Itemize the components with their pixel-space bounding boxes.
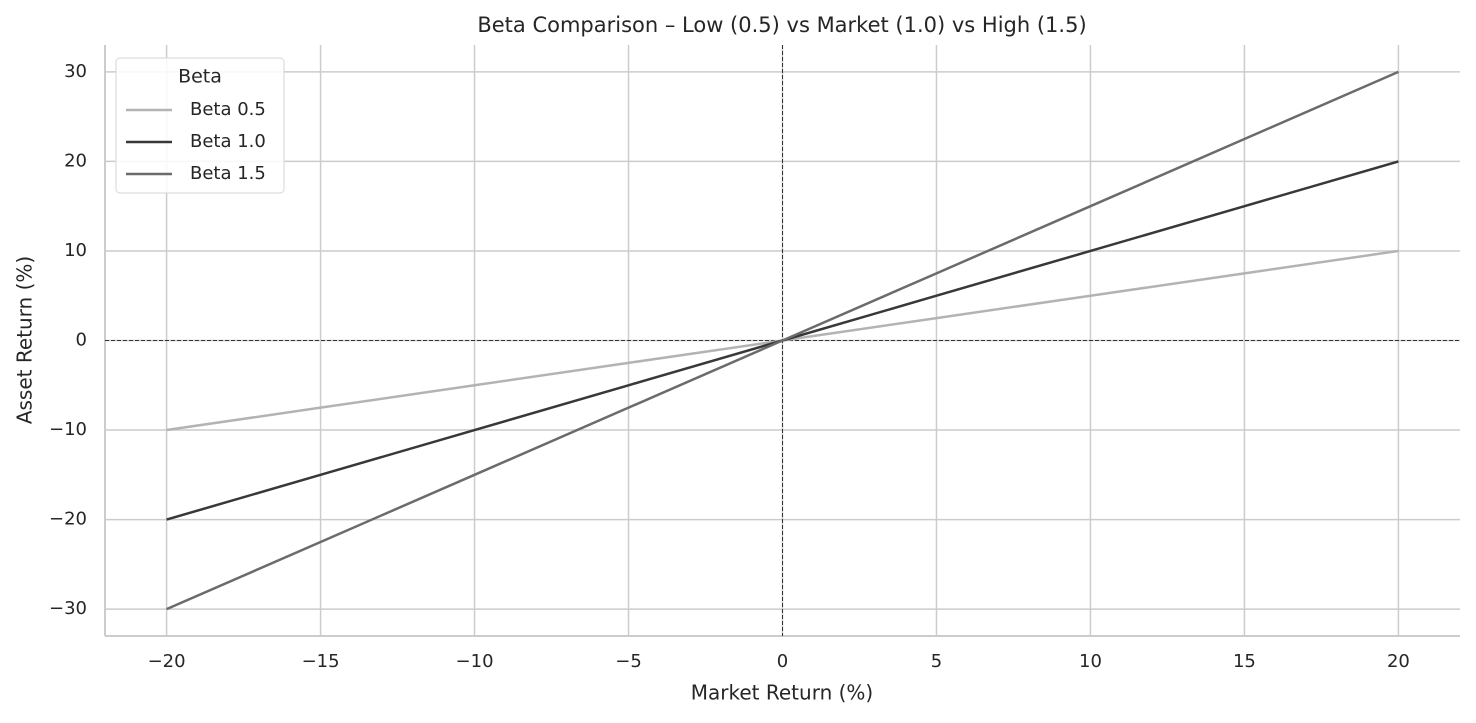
y-tick-label: −10: [49, 419, 87, 440]
legend-title: Beta: [178, 66, 222, 88]
y-tick-label: −30: [49, 598, 87, 619]
x-tick-label: 5: [931, 651, 942, 672]
y-tick-label: 20: [64, 150, 87, 171]
legend-label: Beta 1.0: [190, 131, 266, 152]
x-tick-label: −5: [615, 651, 642, 672]
x-tick-label: 20: [1387, 651, 1410, 672]
x-tick-label: −10: [456, 651, 494, 672]
y-tick-label: 30: [64, 61, 87, 82]
x-tick-label: 0: [777, 651, 788, 672]
y-tick-label: 10: [64, 240, 87, 261]
x-tick-label: 10: [1079, 651, 1102, 672]
legend-label: Beta 0.5: [190, 99, 266, 120]
y-tick-label: 0: [76, 330, 87, 351]
series-line: [166, 70, 1399, 611]
x-tick-label: 15: [1233, 651, 1256, 672]
y-tick-label: −20: [49, 509, 87, 530]
chart-title: Beta Comparison – Low (0.5) vs Market (1…: [477, 13, 1086, 37]
legend-box: [115, 57, 285, 194]
x-tick-label: −15: [302, 651, 340, 672]
legend-label: Beta 1.5: [190, 163, 266, 184]
x-tick-label: −20: [148, 651, 186, 672]
x-axis-label: Market Return (%): [691, 681, 873, 705]
y-axis-label: Asset Return (%): [13, 256, 37, 424]
legend: Beta Beta 0.5 Beta 1.0 Beta 1.5: [115, 57, 285, 194]
